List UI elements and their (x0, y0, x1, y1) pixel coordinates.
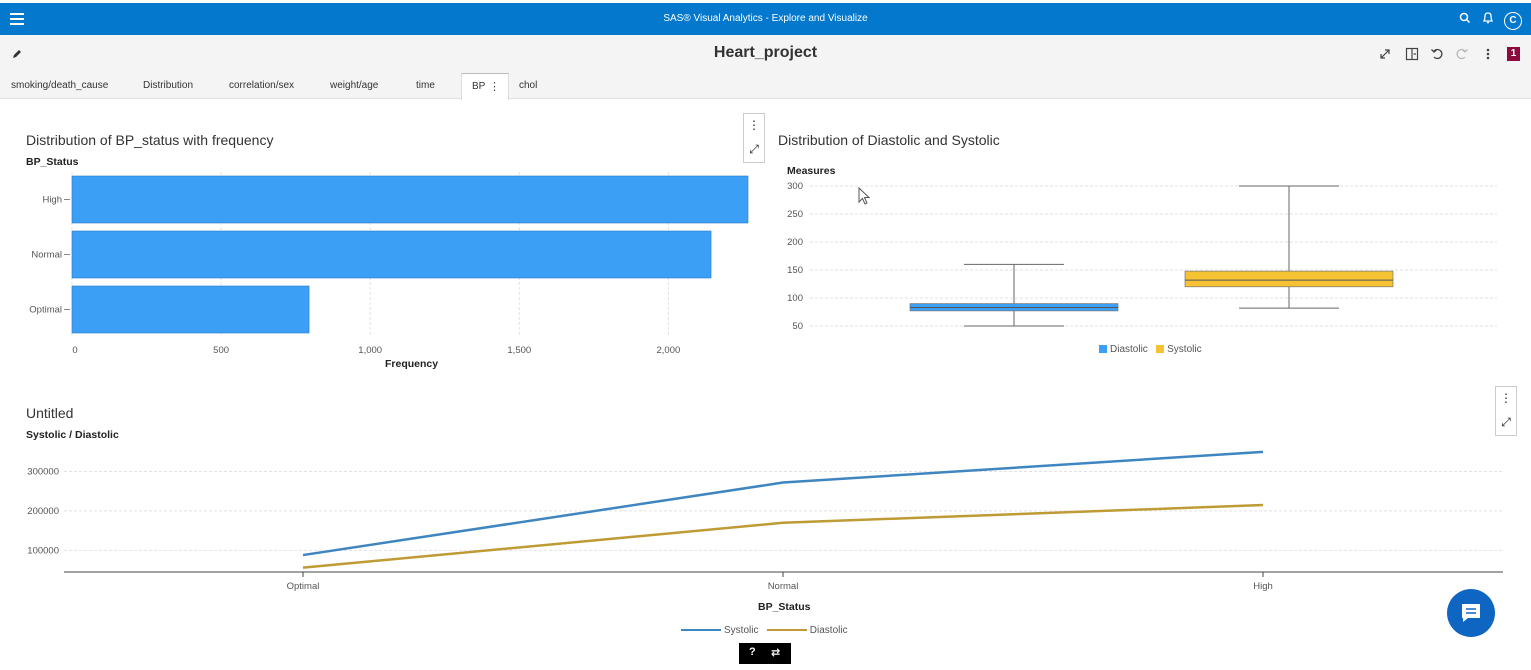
bar-chart-more-icon[interactable]: ⋮ (748, 118, 760, 132)
line-series-diastolic (302, 503, 1264, 569)
bar-x-tick-label: 500 (213, 345, 229, 356)
bar-y-tick-label: Optimal (29, 305, 62, 316)
help-button[interactable]: ? (749, 646, 756, 658)
pencil-icon[interactable] (11, 48, 23, 60)
bar-y-tick-label: Normal (31, 250, 62, 261)
box-plot: 50 100 150 200 250 300 (787, 181, 1497, 332)
bar (71, 285, 310, 334)
legend-swatch-systolic (1156, 345, 1165, 354)
line-y-tick-label: 300000 (27, 467, 59, 478)
box-y-tick-label: 50 (792, 321, 803, 332)
chat-icon (1462, 604, 1480, 622)
bar-chart-x-axis-title: Frequency (385, 358, 439, 370)
bar-chart-title: Distribution of BP_status with frequency (26, 132, 274, 148)
panel-icon[interactable] (1405, 47, 1419, 61)
bar-chart-object-toolbar: ⋮ ⤢ (743, 113, 765, 163)
report-header: Heart_project 1 (0, 35, 1531, 73)
toggle-tool-icon[interactable]: ⇄ (771, 647, 781, 659)
bar-chart-y-axis-title: BP_Status (26, 156, 79, 168)
bar-chart-maximize-icon[interactable]: ⤢ (749, 142, 759, 156)
box-y-tick-label: 150 (787, 265, 803, 276)
redo-icon[interactable] (1455, 47, 1469, 61)
hamburger-menu-icon[interactable] (10, 10, 24, 28)
app-header: SAS® Visual Analytics - Explore and Visu… (0, 3, 1531, 35)
box-plot-legend: Diastolic Systolic (1099, 344, 1202, 355)
tab-options-icon[interactable]: ⋮ (489, 81, 500, 93)
user-avatar[interactable]: C (1504, 12, 1522, 30)
legend-label-diastolic: Diastolic (1110, 344, 1148, 355)
bar-x-tick-label: 1,500 (507, 345, 531, 356)
report-title: Heart_project (713, 44, 818, 61)
tab-chol[interactable]: chol (519, 80, 538, 91)
line-chart-object-toolbar: ⋮ ⤢ (1495, 386, 1517, 436)
tab-correlation-sex[interactable]: correlation/sex (229, 80, 295, 91)
line-chart-more-icon[interactable]: ⋮ (1500, 391, 1512, 405)
line-x-tick-label: Optimal (287, 581, 320, 592)
bar-x-tick-label: 2,000 (656, 345, 680, 356)
box-y-tick-label: 300 (787, 181, 803, 192)
tab-smoking-death-cause[interactable]: smoking/death_cause (11, 80, 109, 91)
line-chart-maximize-icon[interactable]: ⤢ (1501, 415, 1511, 429)
line-chart-title: Untitled (26, 405, 74, 421)
line-y-tick-label: 200000 (27, 506, 59, 517)
help-toolbar: ? ⇄ (739, 643, 791, 664)
legend-line-systolic (681, 629, 721, 632)
search-icon[interactable] (1458, 10, 1472, 28)
app-title: SAS® Visual Analytics - Explore and Visu… (663, 13, 868, 24)
line-chart-legend: Systolic Diastolic (681, 625, 848, 636)
line-chart-x-axis-title: BP_Status (758, 601, 811, 613)
legend-label-diastolic-line: Diastolic (809, 625, 848, 636)
bar (71, 175, 749, 224)
chat-button[interactable] (1447, 589, 1495, 637)
line-x-tick-label: High (1253, 581, 1273, 592)
page-tabs: smoking/death_cause Distribution correla… (0, 73, 1531, 100)
bar (71, 230, 712, 279)
line-chart: 100000 200000 300000 Optimal Normal High (27, 450, 1503, 592)
line-chart-y-axis-title: Systolic / Diastolic (26, 429, 119, 441)
bar-x-tick-label: 0 (72, 345, 77, 356)
legend-label-systolic-line: Systolic (724, 625, 759, 636)
undo-icon[interactable] (1430, 47, 1444, 61)
bar-chart: 0 500 1,000 1,500 2,000 High Normal Optimal (29, 172, 749, 356)
legend-swatch-diastolic (1099, 345, 1107, 354)
tab-bp-label: BP (472, 81, 486, 92)
tab-weight-age[interactable]: weight/age (330, 80, 379, 91)
box-plot-y-axis-title: Measures (787, 165, 836, 177)
legend-label-systolic: Systolic (1167, 344, 1202, 355)
mouse-cursor-icon (858, 187, 871, 205)
legend-line-diastolic (766, 629, 807, 632)
box-y-tick-label: 200 (787, 237, 803, 248)
bell-icon[interactable] (1481, 10, 1495, 28)
more-options-icon[interactable] (1484, 47, 1492, 61)
box-y-tick-label: 100 (787, 293, 803, 304)
box-plot-title: Distribution of Diastolic and Systolic (778, 132, 1000, 148)
expand-icon[interactable] (1379, 48, 1391, 60)
line-series-systolic (302, 450, 1264, 557)
bar-y-tick-label: High (42, 195, 62, 206)
report-canvas: Distribution of BP_status with frequency… (0, 100, 1531, 670)
box-y-tick-label: 250 (787, 209, 803, 220)
box-iqr (1184, 270, 1394, 288)
tab-distribution[interactable]: Distribution (143, 80, 194, 91)
line-y-tick-label: 100000 (27, 545, 59, 556)
bar-x-tick-label: 1,000 (358, 345, 382, 356)
line-x-tick-label: Normal (768, 581, 799, 592)
tab-bp[interactable]: BP ⋮ (461, 73, 509, 100)
notification-badge[interactable]: 1 (1507, 47, 1520, 61)
tab-time[interactable]: time (416, 80, 435, 91)
